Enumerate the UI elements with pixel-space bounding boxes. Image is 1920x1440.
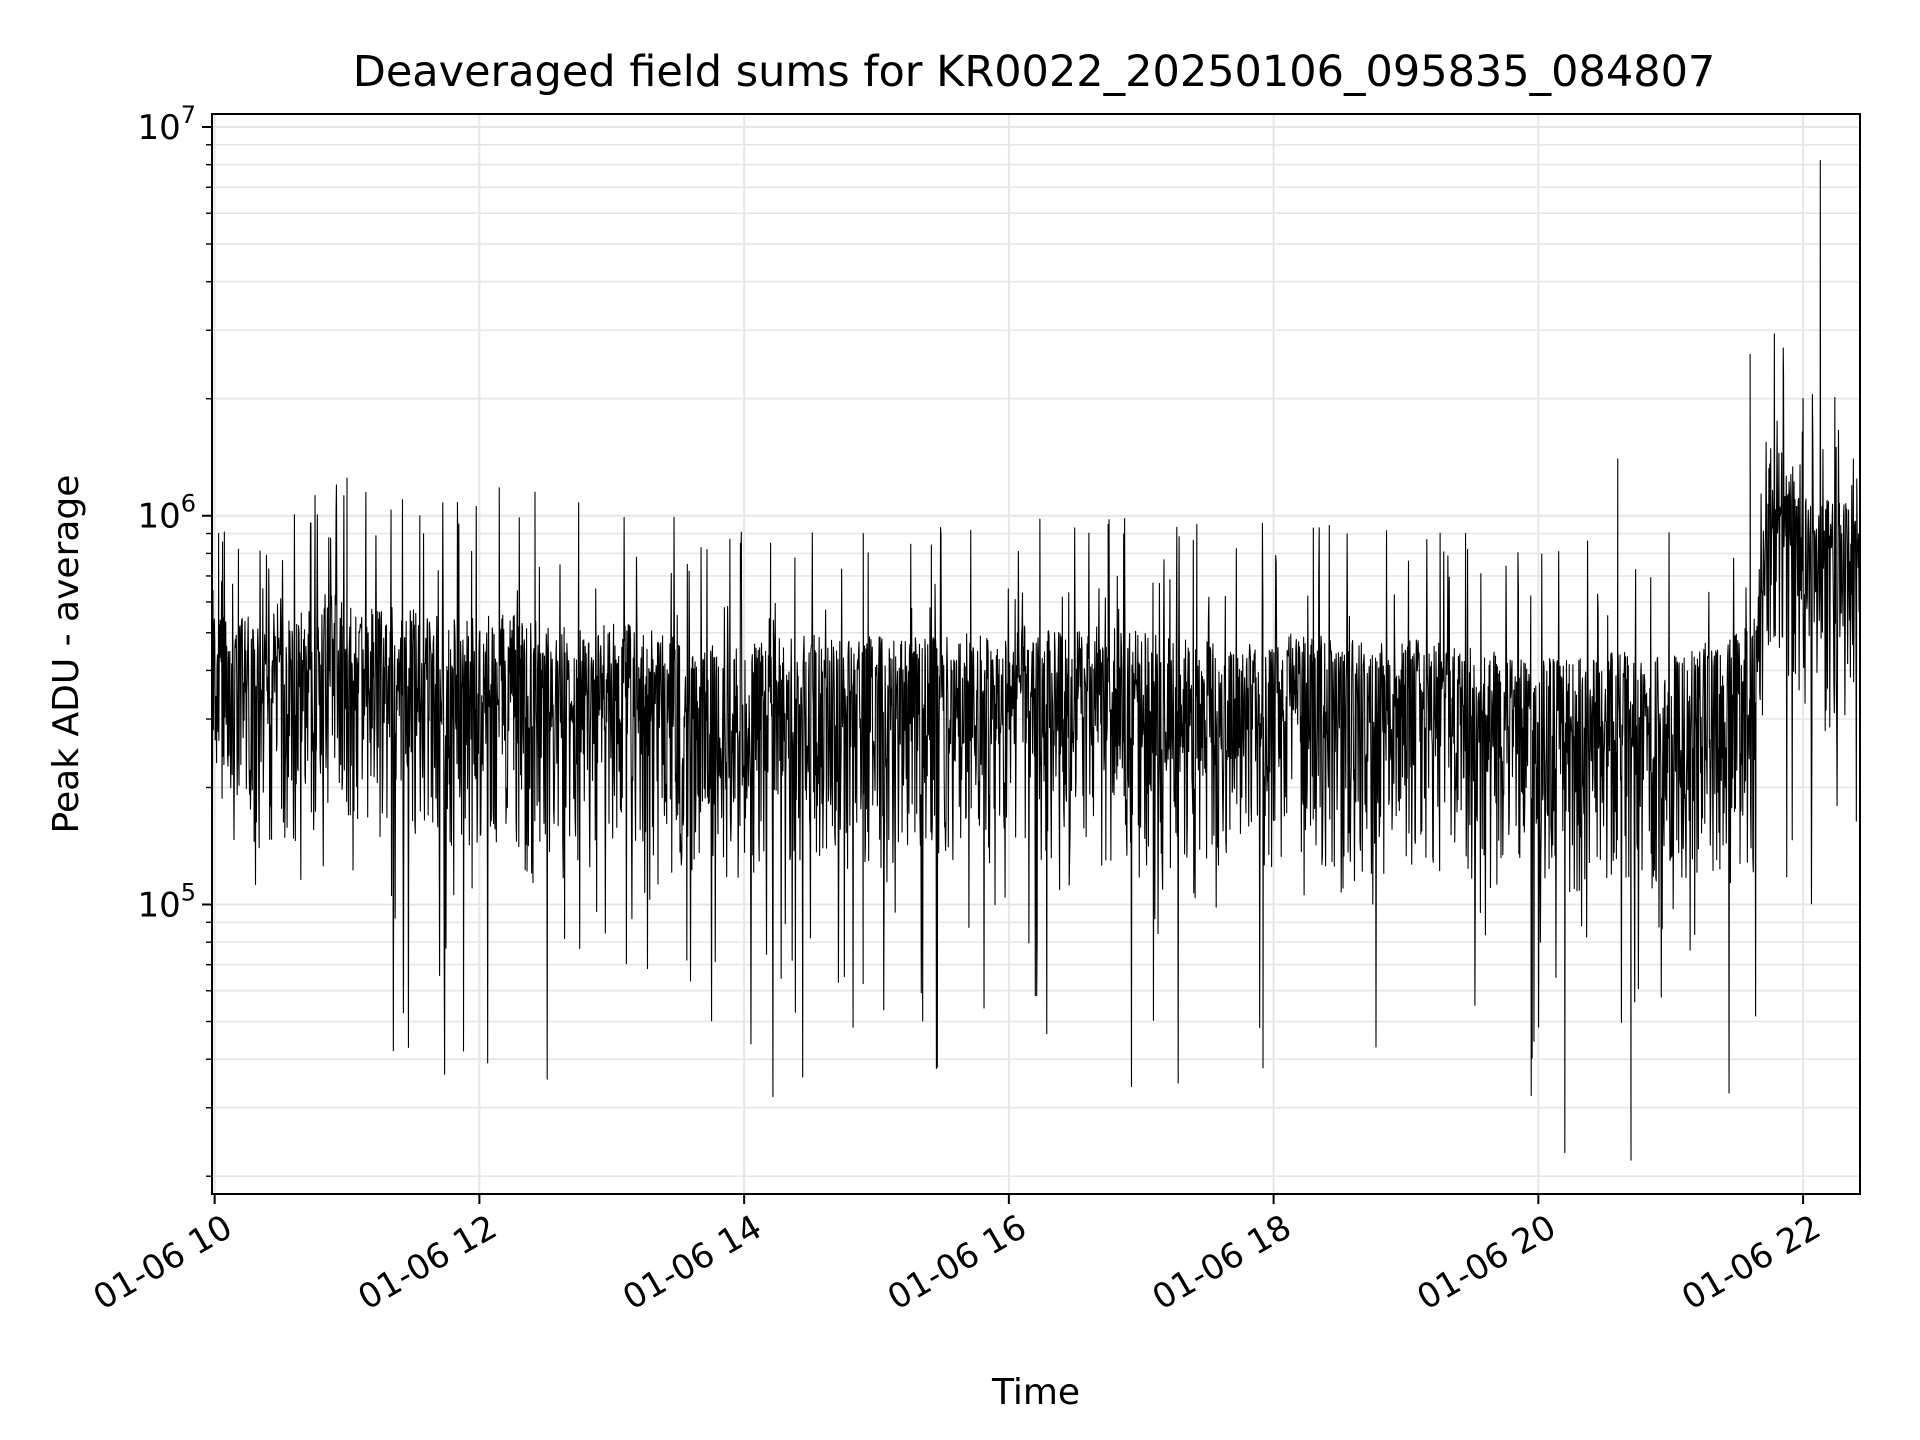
- plot-frame: [211, 113, 1861, 1195]
- line-layer: [211, 159, 1861, 1161]
- y-tick-label: 105: [137, 878, 196, 925]
- data-series-line: [211, 159, 1861, 1161]
- y-tick-label: 106: [137, 490, 196, 537]
- y-axis-label: Peak ADU - average: [46, 475, 87, 834]
- y-tick-label: 107: [137, 101, 196, 148]
- chart-title: Deaveraged field sums for KR0022_2025010…: [353, 47, 1716, 97]
- x-axis-label: Time: [991, 1372, 1080, 1413]
